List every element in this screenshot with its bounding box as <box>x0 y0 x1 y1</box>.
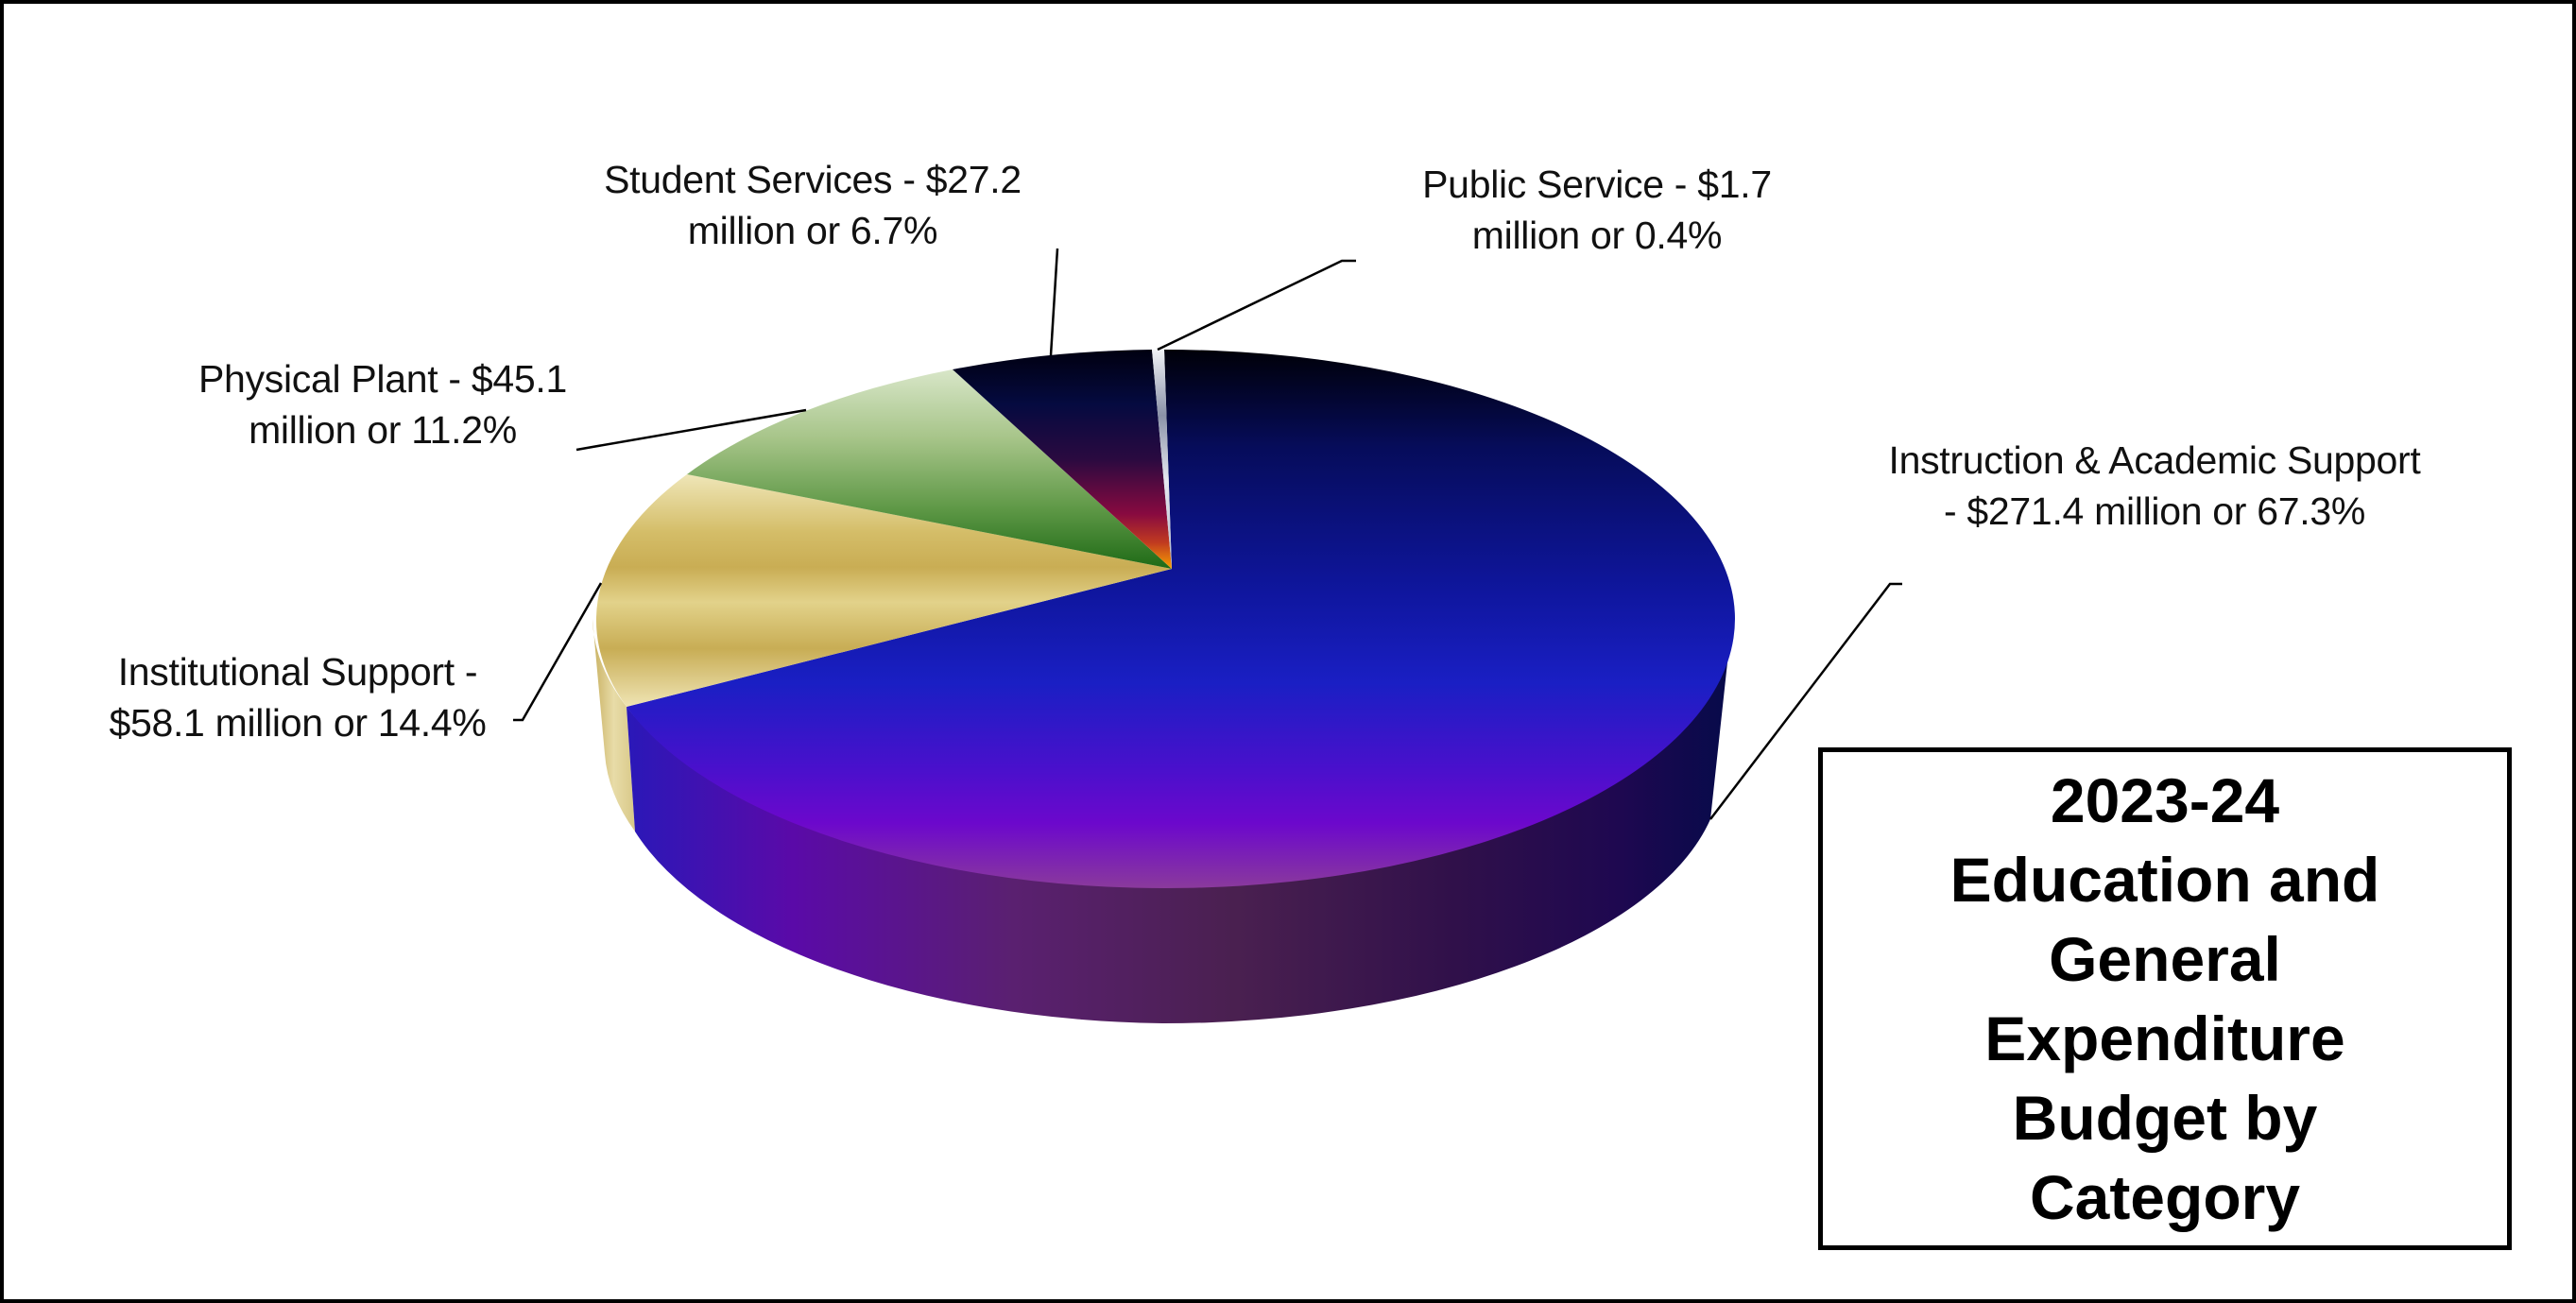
chart-title-line: Budget by <box>2012 1083 2318 1153</box>
slice-physical-plant[interactable] <box>687 369 1172 569</box>
data-label-public-service: Public Service - $1.7 million or 0.4% <box>1342 159 1852 261</box>
slice-instruction-academic-support[interactable] <box>627 349 1735 888</box>
label-line: Student Services - $27.2 <box>604 158 1022 201</box>
label-line: $58.1 million or 14.4% <box>109 701 487 745</box>
slice-side-institutional-support <box>592 619 635 832</box>
label-line: Institutional Support - <box>117 650 478 694</box>
slice-side-instruction <box>627 619 1732 1024</box>
data-label-physical-plant: Physical Plant - $45.1 million or 11.2% <box>123 353 643 455</box>
label-line: million or 11.2% <box>249 408 517 452</box>
label-line: Instruction & Academic Support <box>1888 438 2421 482</box>
chart-title-line: 2023-24 <box>2050 765 2280 835</box>
chart-title-line: Expenditure <box>1984 1003 2345 1073</box>
leader-line-instruction <box>1709 582 1902 820</box>
data-label-student-services: Student Services - $27.2 million or 6.7% <box>529 154 1096 256</box>
chart-title-box: 2023-24 Education and General Expenditur… <box>1818 747 2512 1250</box>
chart-title-line: General <box>2049 924 2281 994</box>
label-line: million or 6.7% <box>687 209 938 252</box>
data-label-institutional-support: Institutional Support - $58.1 million or… <box>57 646 539 748</box>
data-label-instruction-academic-support: Instruction & Academic Support - $271.4 … <box>1824 435 2485 537</box>
label-line: million or 0.4% <box>1471 214 1723 257</box>
label-line: Physical Plant - $45.1 <box>198 357 567 401</box>
slice-public-service[interactable] <box>1152 349 1172 569</box>
slice-student-services[interactable] <box>953 350 1172 569</box>
chart-title-line: Education and <box>1949 845 2380 915</box>
leader-line-institutional-support <box>513 582 603 722</box>
leader-line-physical-plant <box>575 408 807 452</box>
leader-line-student-services <box>1049 248 1059 356</box>
label-line: Public Service - $1.7 <box>1422 163 1772 206</box>
label-line: - $271.4 million or 67.3% <box>1943 489 2366 533</box>
chart-title-line: Category <box>2029 1162 2301 1232</box>
slice-institutional-support[interactable] <box>595 474 1172 707</box>
leader-line-public-service <box>1157 259 1356 351</box>
